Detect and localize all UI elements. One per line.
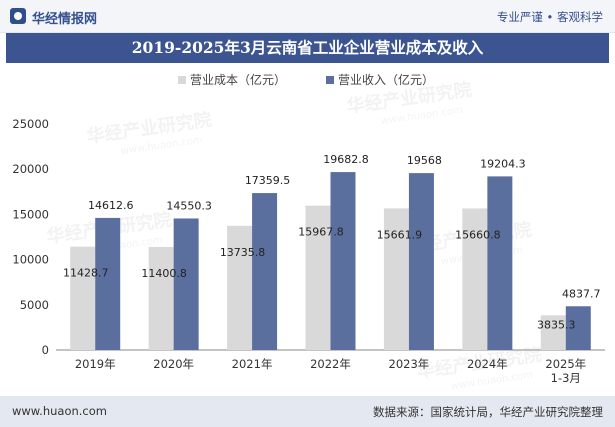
bar-chart: 华经产业研究院www.huaon.com华经产业研究院www.huaon.com…	[12, 72, 605, 392]
bar-revenue	[173, 218, 199, 350]
y-tick-label: 10000	[12, 253, 49, 267]
x-tick-label: 2025年	[545, 357, 586, 371]
data-label-cost: 11400.8	[141, 267, 187, 280]
x-tick-label: 2024年	[467, 357, 508, 371]
x-tick-label: 2023年	[389, 357, 430, 371]
legend-label-2: 营业收入（亿元）	[338, 72, 434, 87]
brand-slogan: 专业严谨 • 客观科学	[496, 10, 603, 24]
data-label-cost: 13735.8	[220, 246, 266, 259]
bar-revenue	[487, 176, 513, 350]
x-tick-label: 2020年	[153, 357, 194, 371]
y-tick-label: 0	[42, 343, 49, 357]
x-tick-label: 1-3月	[551, 371, 581, 385]
bar-cost	[383, 208, 409, 350]
bar-revenue	[252, 193, 278, 350]
data-label-revenue: 14612.6	[88, 199, 134, 212]
y-tick-label: 15000	[12, 207, 49, 221]
bar-cost	[148, 246, 174, 350]
top-bar: 华经情报网 专业严谨 • 客观科学	[0, 0, 615, 33]
bar-revenue	[565, 306, 591, 350]
data-label-revenue: 19568	[407, 154, 442, 167]
data-label-cost: 15660.8	[455, 228, 501, 241]
data-label-cost: 15661.9	[377, 228, 423, 241]
legend-swatch-2	[326, 76, 334, 84]
data-label-revenue: 14550.3	[166, 199, 212, 212]
data-label-revenue: 19682.8	[323, 153, 369, 166]
data-label-cost: 11428.7	[63, 267, 109, 280]
bar-revenue	[330, 172, 356, 350]
legend-swatch-1	[178, 76, 186, 84]
y-tick-label: 20000	[12, 162, 49, 176]
bar-cost	[227, 225, 253, 350]
bar-cost	[540, 315, 566, 350]
x-tick-label: 2019年	[75, 357, 116, 371]
chart-title: 2019-2025年3月云南省工业企业营业成本及收入	[6, 33, 609, 63]
data-label-cost: 15967.8	[298, 226, 344, 239]
bar-revenue	[95, 217, 121, 350]
footer-bar: www.huaon.com 数据来源：国家统计局，华经产业研究院整理	[0, 396, 615, 427]
footer-source: 数据来源：国家统计局，华经产业研究院整理	[373, 405, 603, 419]
brand-name: 华经情报网	[32, 12, 98, 27]
data-label-revenue: 17359.5	[245, 174, 291, 187]
y-tick-label: 25000	[12, 117, 49, 131]
x-tick-label: 2022年	[310, 357, 351, 371]
bar-cost	[305, 205, 331, 350]
bar-revenue	[408, 173, 434, 350]
data-label-revenue: 19204.3	[480, 157, 526, 170]
footer-site: www.huaon.com	[12, 404, 107, 418]
bar-cost	[462, 208, 488, 350]
data-label-cost: 3835.3	[537, 318, 576, 331]
y-tick-label: 5000	[20, 298, 49, 312]
brand-logo-icon	[10, 8, 26, 24]
bar-cost	[70, 246, 96, 350]
data-label-revenue: 4837.7	[562, 287, 601, 300]
legend-label-1: 营业成本（亿元）	[190, 72, 286, 87]
x-tick-label: 2021年	[232, 357, 273, 371]
